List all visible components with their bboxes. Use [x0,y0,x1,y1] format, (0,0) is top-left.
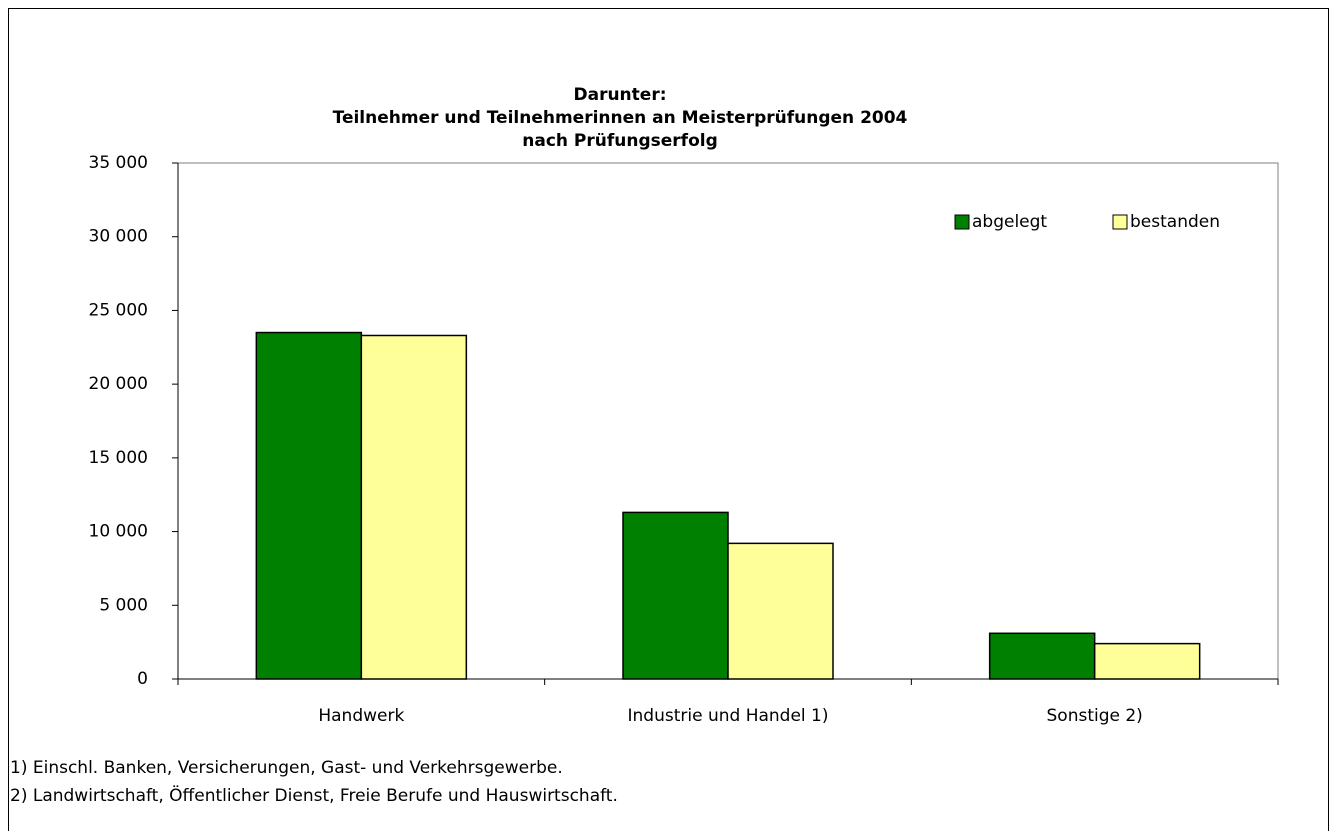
legend-label: abgelegt [972,212,1047,232]
bar [622,511,729,680]
legend-swatch [954,214,970,230]
y-tick-label: 5 000 [99,595,148,615]
y-tick-label: 15 000 [89,448,148,468]
chart-title: Darunter: [573,85,666,105]
x-tick-label: Sonstige 2) [1047,706,1143,726]
bar [727,542,834,680]
legend-label: bestanden [1130,212,1220,232]
y-tick-label: 20 000 [89,374,148,394]
legend-swatch [1112,214,1128,230]
x-tick-label: Industrie und Handel 1) [628,706,829,726]
bar [988,632,1096,680]
bar [1093,642,1201,680]
y-tick-label: 35 000 [89,153,148,173]
y-tick-label: 25 000 [89,300,148,320]
y-tick-label: 10 000 [89,522,148,542]
footnote: 1) Einschl. Banken, Versicherungen, Gast… [10,758,563,778]
bar [255,331,363,680]
footnote: 2) Landwirtschaft, Öffentlicher Dienst, … [10,784,618,806]
bar [360,334,468,680]
x-tick-label: Handwerk [318,706,404,726]
chart-title: Teilnehmer und Teilnehmerinnen an Meiste… [333,108,908,128]
y-tick-label: 0 [137,669,148,689]
chart-border [8,8,1329,831]
y-tick-label: 30 000 [89,227,148,247]
chart-title: nach Prüfungserfolg [522,131,718,151]
